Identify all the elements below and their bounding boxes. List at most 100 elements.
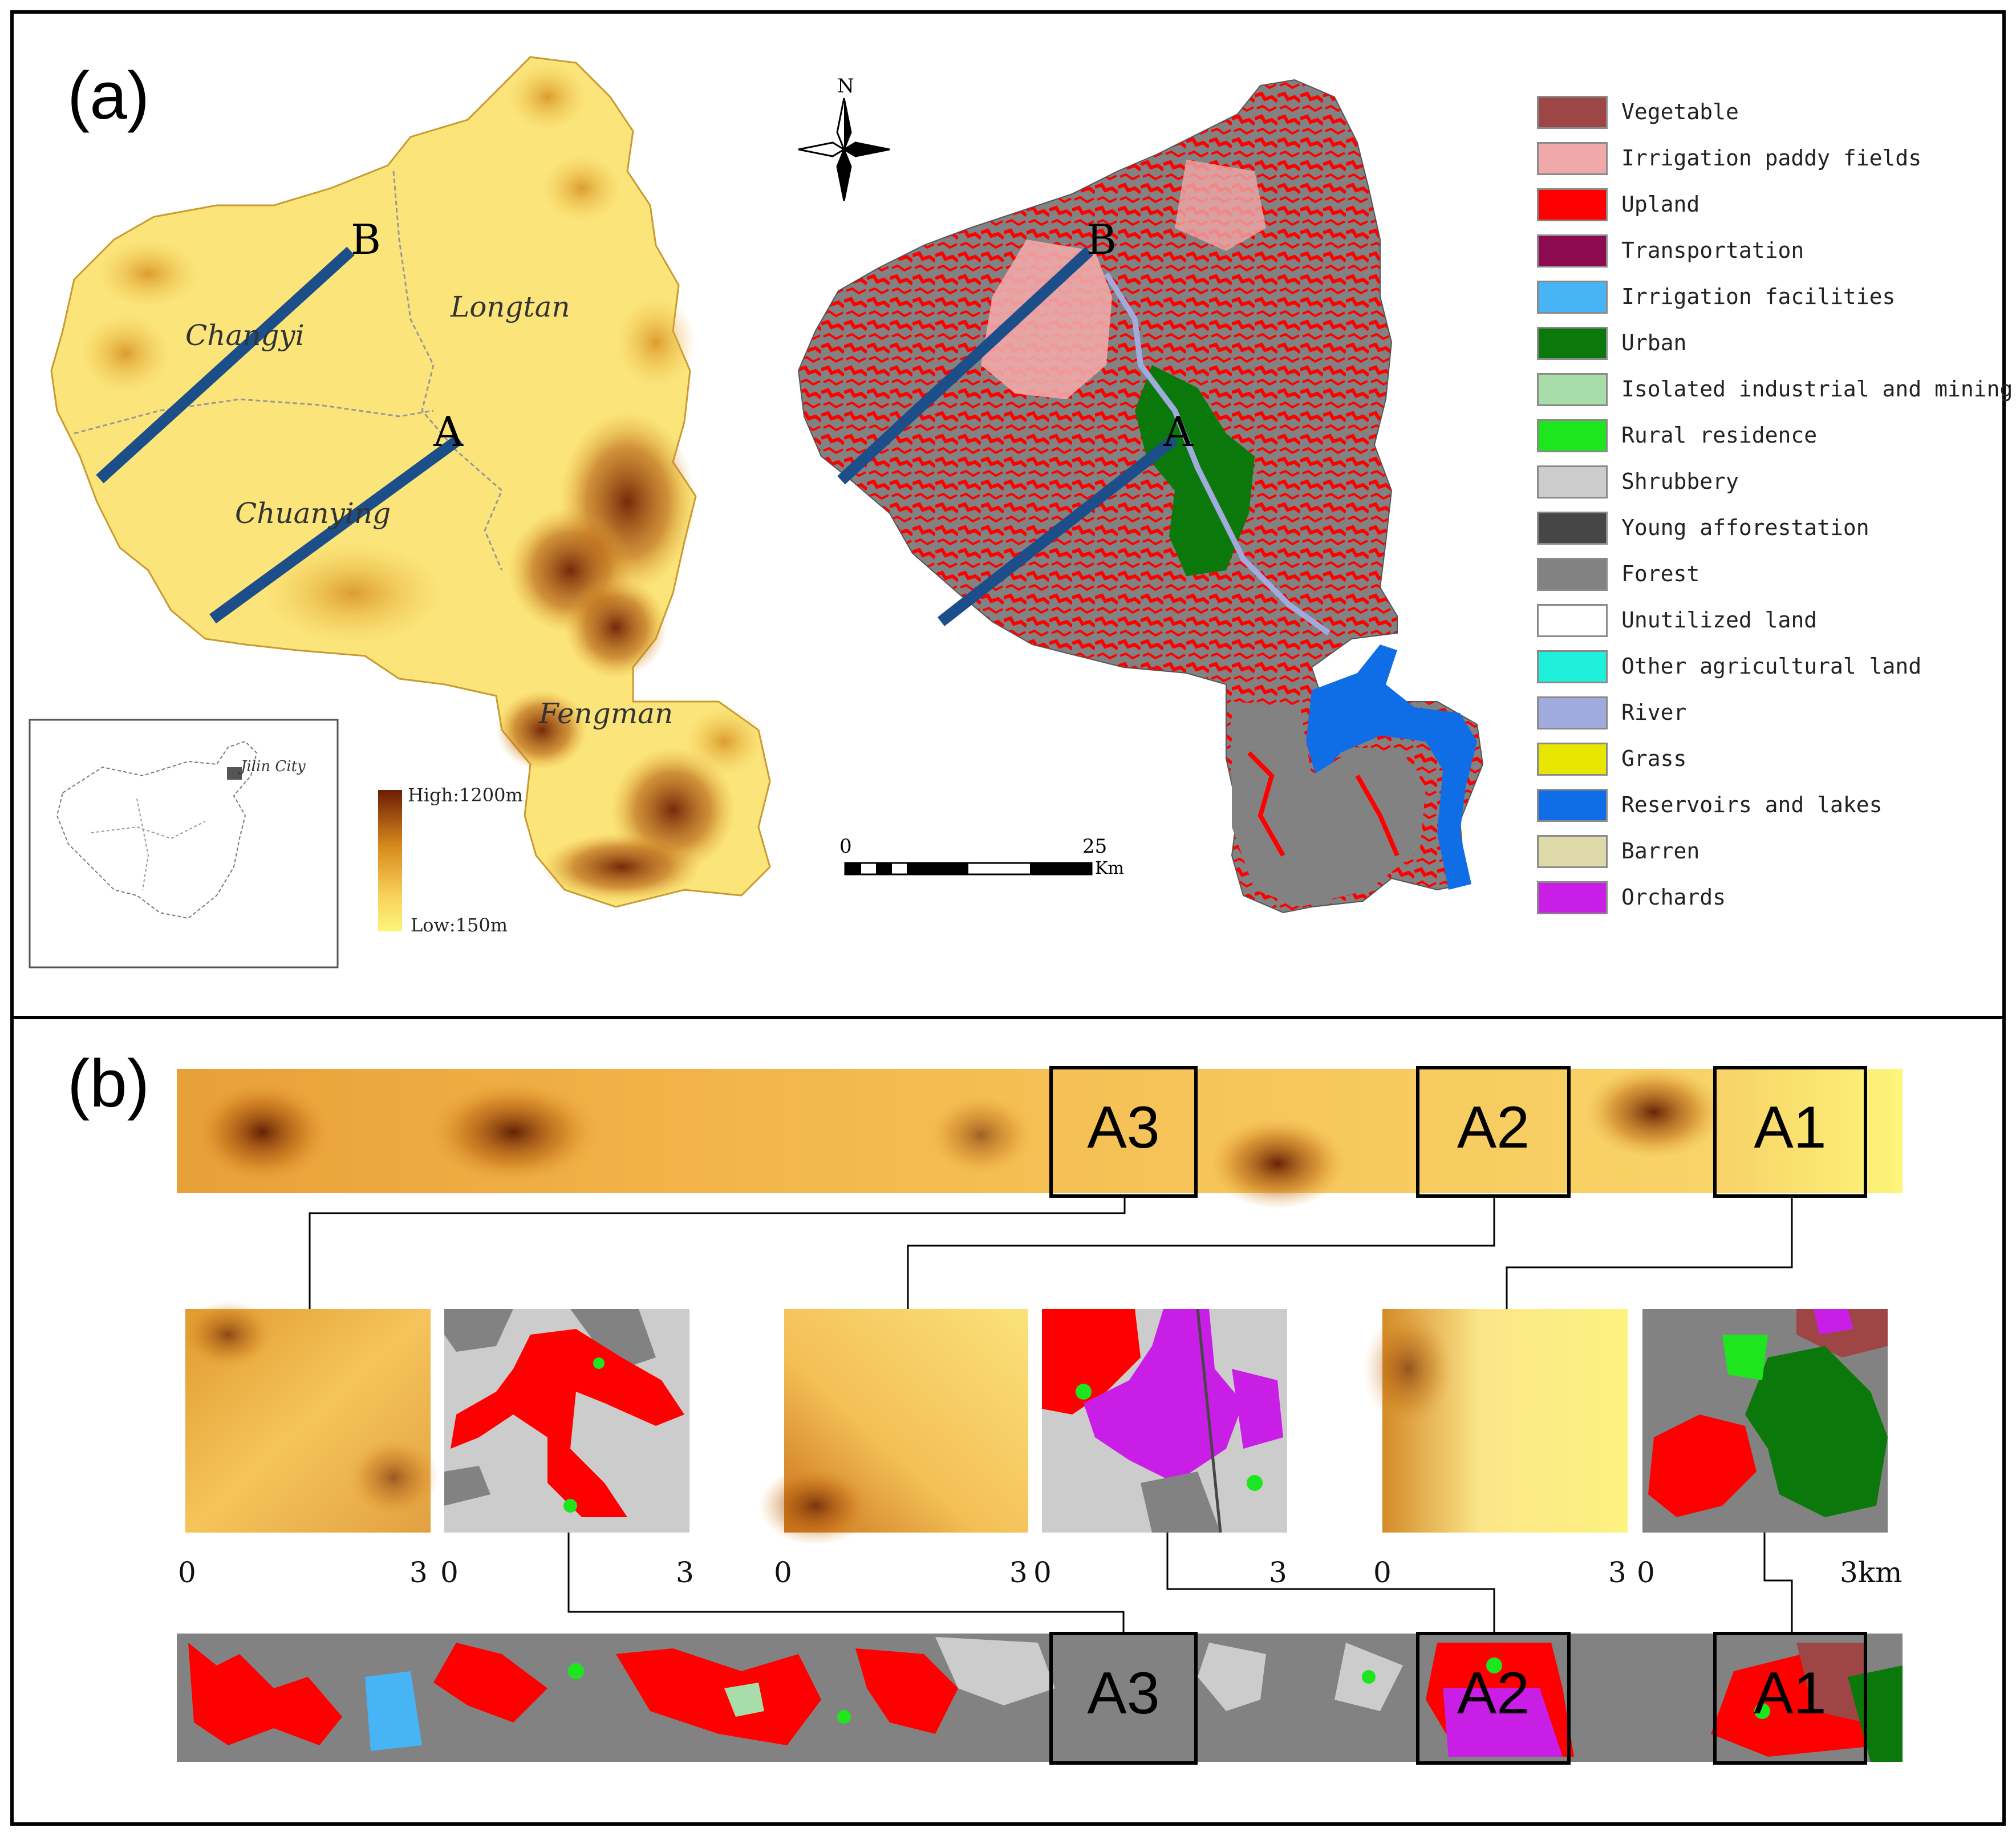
north-label: N	[837, 75, 854, 98]
legend-item: Forest	[1537, 558, 2010, 595]
legend-label: Vegetable	[1621, 99, 1739, 124]
subset-scale-start-2: 0	[440, 1556, 459, 1589]
legend-label: Irrigation facilities	[1621, 284, 1896, 309]
legend-swatch	[1537, 743, 1608, 776]
panel-b	[10, 1016, 2006, 1826]
legend-swatch	[1537, 789, 1608, 822]
panel-b-graphics	[177, 1066, 1903, 1765]
subset-scale-end-6: 3km	[1840, 1556, 1903, 1589]
legend-label: Orchards	[1621, 885, 1726, 910]
legend-item: Other agricultural land	[1537, 650, 2010, 688]
transect-label-b: B	[351, 216, 381, 264]
legend-item: Shrubbery	[1537, 465, 2010, 503]
legend-item: Young afforestation	[1537, 512, 2010, 549]
legend-item: Orchards	[1537, 881, 2010, 919]
legend-label: Upland	[1621, 192, 1700, 217]
elevation-low-label: Low:150m	[411, 914, 508, 936]
elevation-region-outline	[50, 56, 771, 908]
inset-china-outline	[56, 740, 258, 919]
legend-swatch	[1537, 142, 1608, 175]
legend-label: Irrigation paddy fields	[1621, 145, 1922, 171]
legend-swatch	[1537, 373, 1608, 406]
subset-scale-end-4: 3	[1269, 1556, 1287, 1589]
panel-b-label: (b)	[67, 1046, 150, 1121]
top-box-a1	[1713, 1066, 1867, 1198]
legend-item: River	[1537, 696, 2010, 734]
top-box-label-a3: A3	[1087, 1095, 1160, 1161]
region-label-longtan: Longtan	[450, 290, 570, 323]
bottom-box-label-a3: A3	[1087, 1660, 1160, 1726]
legend-label: Barren	[1621, 838, 1700, 864]
top-box-label-a1: A1	[1754, 1095, 1827, 1161]
bottom-box-label-a2: A2	[1457, 1660, 1530, 1726]
legend-swatch	[1537, 881, 1608, 914]
elevation-high-label: High:1200m	[408, 784, 523, 806]
legend-label: River	[1621, 700, 1687, 725]
legend-label: Urban	[1621, 330, 1687, 355]
legend-swatch	[1537, 465, 1608, 498]
legend-label: Reservoirs and lakes	[1621, 792, 1883, 817]
region-label-chuanying: Chuanying	[235, 497, 391, 530]
legend-item: Unutilized land	[1537, 604, 2010, 642]
top-box-a3	[1049, 1066, 1198, 1198]
legend-swatch	[1537, 281, 1608, 314]
bottom-box-a1	[1713, 1632, 1867, 1765]
legend-item: Urban	[1537, 327, 2010, 364]
subset-scale-start-3: 0	[774, 1556, 792, 1589]
legend-label: Grass	[1621, 746, 1687, 771]
subset-scale-start-5: 0	[1373, 1556, 1392, 1589]
landuse-transect-label-a: A	[1163, 408, 1194, 456]
scale-unit: Km	[1095, 858, 1124, 878]
inset-jilin-marker	[227, 767, 242, 780]
legend-swatch	[1537, 604, 1608, 637]
legend-swatch	[1537, 327, 1608, 360]
legend-item: Rural residence	[1537, 419, 2010, 457]
legend-item: Irrigation paddy fields	[1537, 142, 2010, 180]
legend-label: Young afforestation	[1621, 515, 1869, 540]
scale-start: 0	[839, 835, 852, 858]
legend-swatch	[1537, 96, 1608, 129]
inset-map-frame	[29, 719, 339, 968]
legend-label: Other agricultural land	[1621, 654, 1922, 679]
legend-item: Upland	[1537, 188, 2010, 226]
legend-item: Irrigation facilities	[1537, 281, 2010, 318]
legend-label: Forest	[1621, 561, 1700, 586]
subset-scale-end-1: 3	[409, 1556, 428, 1589]
legend-label: Rural residence	[1621, 423, 1818, 448]
legend-label: Transportation	[1621, 238, 1804, 263]
bottom-box-label-a1: A1	[1754, 1660, 1827, 1726]
subset-scale-end-3: 3	[1009, 1556, 1028, 1589]
subset-scale-start-6: 0	[1637, 1556, 1655, 1589]
legend-swatch	[1537, 234, 1608, 268]
subset-scale-end-2: 3	[676, 1556, 694, 1589]
legend-swatch	[1537, 696, 1608, 729]
top-box-label-a2: A2	[1457, 1095, 1530, 1161]
region-label-fengman: Fengman	[538, 697, 673, 730]
legend-label: Unutilized land	[1621, 607, 1818, 633]
region-label-changyi: Changyi	[185, 319, 305, 352]
legend-item: Isolated industrial and mining	[1537, 373, 2013, 411]
legend-item: Transportation	[1537, 234, 2010, 272]
scale-end: 25	[1082, 835, 1107, 858]
subset-scale-start-1: 0	[178, 1556, 196, 1589]
subset-scale-start-4: 0	[1033, 1556, 1052, 1589]
legend-item: Barren	[1537, 835, 2010, 873]
legend-swatch	[1537, 650, 1608, 683]
north-arrow	[798, 98, 890, 201]
transect-label-a: A	[433, 408, 464, 456]
subset-scale-end-5: 3	[1608, 1556, 1626, 1589]
legend-swatch	[1537, 558, 1608, 591]
legend-swatch	[1537, 835, 1608, 868]
legend-item: Reservoirs and lakes	[1537, 789, 2010, 826]
inset-city-label: Jilin City	[238, 758, 306, 775]
legend-label: Shrubbery	[1621, 469, 1739, 494]
landuse-map: B A N 0 25 Km	[797, 75, 1484, 914]
elevation-colorbar	[378, 790, 402, 931]
legend-swatch	[1537, 419, 1608, 452]
legend-swatch	[1537, 188, 1608, 221]
legend-label: Isolated industrial and mining	[1621, 376, 2013, 402]
legend-item: Grass	[1537, 743, 2010, 780]
elevation-map: B A Changyi Longtan Chuanying Fengman Hi…	[29, 56, 771, 968]
panel-a-label: (a)	[67, 58, 150, 133]
legend-item: Vegetable	[1537, 96, 2010, 133]
